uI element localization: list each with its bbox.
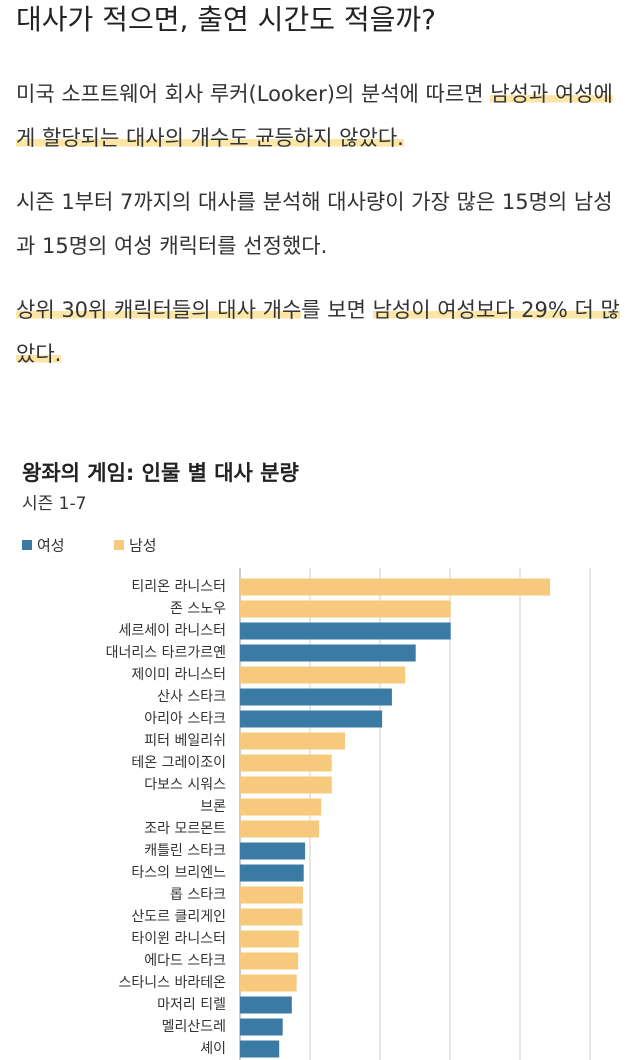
bar [240, 710, 383, 728]
bar [240, 578, 551, 596]
bar [240, 732, 345, 750]
bar [240, 600, 451, 618]
category-label: 셰이 [200, 1041, 226, 1057]
category-label: 피터 베일리쉬 [144, 733, 226, 749]
category-label: 마저리 티렐 [157, 997, 226, 1013]
legend-swatch [114, 540, 124, 550]
category-label: 롭 스타크 [170, 887, 226, 903]
text: 미국 소프트웨어 회사 루커(Looker)의 분석에 따르면 [16, 82, 491, 106]
category-label: 테온 그레이조이 [131, 755, 226, 771]
bar [240, 952, 299, 970]
paragraph: 시즌 1부터 7까지의 대사를 분석해 대사량이 가장 많은 15명의 남성과 … [16, 180, 624, 268]
paragraph: 상위 30위 캐릭터들의 대사 개수를 보면 남성이 여성보다 29% 더 많았… [16, 288, 624, 376]
category-label: 조라 모르몬트 [144, 821, 226, 837]
category-label: 제이미 라니스터 [131, 667, 226, 683]
paragraph: 미국 소프트웨어 회사 루커(Looker)의 분석에 따르면 남성과 여성에게… [16, 72, 624, 160]
bar [240, 820, 320, 838]
bar [240, 754, 332, 772]
highlighted-text: 상위 30위 캐릭터들의 대사 개수 [16, 298, 302, 322]
bar [240, 622, 451, 640]
bar [240, 930, 299, 948]
category-label: 존 스노우 [170, 601, 226, 617]
bar [240, 666, 406, 684]
category-label: 브론 [200, 799, 226, 815]
chart-title: 왕좌의 게임: 인물 별 대사 분량 [22, 461, 299, 485]
bar [240, 798, 322, 816]
legend-swatch [22, 540, 32, 550]
category-label: 스타니스 바라테온 [119, 975, 227, 991]
text: 시즌 1부터 7까지의 대사를 분석해 대사량이 가장 많은 15명의 남성과 … [16, 190, 613, 258]
category-label: 타스의 브리엔느 [131, 865, 226, 881]
bar [240, 908, 303, 926]
article-title: 대사가 적으면, 출연 시간도 적을까? [16, 3, 437, 36]
category-label: 멜리산드레 [162, 1019, 226, 1035]
bar [240, 974, 297, 992]
category-label: 산도르 클리게인 [131, 909, 226, 925]
chart-subtitle: 시즌 1-7 [22, 494, 86, 514]
bar [240, 776, 332, 794]
category-label: 캐틀린 스타크 [144, 843, 226, 859]
bar [240, 864, 304, 882]
article: 대사가 적으면, 출연 시간도 적을까? 미국 소프트웨어 회사 루커(Look… [0, 0, 640, 376]
category-label: 대너리스 타르가르옌 [106, 645, 226, 661]
category-label: 티리온 라니스터 [131, 579, 226, 595]
category-label: 다보스 시워스 [144, 777, 226, 793]
category-label: 산사 스타크 [157, 689, 226, 705]
bar [240, 644, 416, 662]
bar [240, 688, 392, 706]
legend-label: 여성 [37, 537, 65, 555]
category-label: 에다드 스타크 [144, 953, 226, 969]
bar [240, 842, 306, 860]
category-label: 타이윈 라니스터 [131, 931, 226, 947]
bar [240, 886, 303, 904]
category-label: 세르세이 라니스터 [119, 623, 227, 639]
bar [240, 1018, 283, 1036]
category-label: 아리아 스타크 [144, 711, 226, 727]
legend-label: 남성 [129, 537, 157, 555]
bar [240, 1040, 280, 1058]
bar [240, 996, 292, 1014]
text: 를 보면 [301, 298, 373, 322]
